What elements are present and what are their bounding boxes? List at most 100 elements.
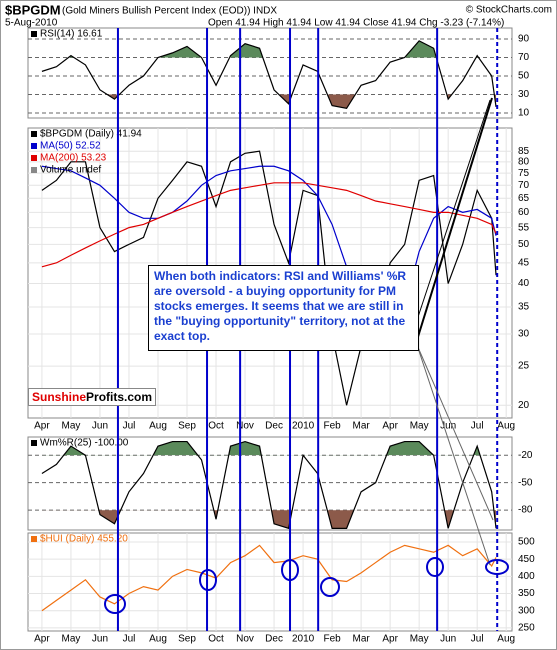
y-tick-label: 50	[518, 239, 530, 250]
y-tick-label: 400	[518, 571, 535, 582]
date: 5-Aug-2010	[5, 18, 58, 29]
y-tick-label: -20	[518, 450, 533, 461]
arrow	[416, 344, 494, 521]
subtitle: (Gold Miners Bullish Percent Index (EOD)…	[62, 6, 277, 17]
legend-label: $HUI (Daily) 455.20	[40, 534, 128, 545]
y-tick-label: 25	[518, 361, 530, 372]
y-tick-label: -50	[518, 477, 533, 488]
x-tick-label: Jun	[92, 634, 108, 645]
arrow	[416, 97, 493, 341]
x-tick-label: Jul	[471, 421, 484, 432]
legend-swatch	[31, 167, 37, 173]
x-tick-label: Apr	[382, 421, 398, 432]
x-tick-label: Jun	[440, 634, 456, 645]
x-tick-label: Nov	[236, 634, 254, 645]
quote: Open 41.94 High 41.94 Low 41.94 Close 41…	[208, 18, 504, 29]
circle	[199, 569, 217, 591]
y-tick-label: 35	[518, 302, 530, 313]
legend-label: MA(50) 52.52	[40, 141, 101, 152]
circle	[426, 557, 444, 577]
arrow	[416, 344, 491, 566]
x-tick-label: Mar	[352, 421, 370, 432]
legend-swatch	[31, 440, 37, 446]
x-tick-label: Jul	[471, 634, 484, 645]
x-tick-label: May	[410, 634, 429, 645]
y-tick-label: 80	[518, 156, 530, 167]
y-tick-label: 350	[518, 588, 535, 599]
y-tick-label: 10	[518, 108, 530, 119]
x-tick-label: May	[61, 421, 80, 432]
x-tick-label: Aug	[497, 634, 515, 645]
x-tick-label: Apr	[34, 634, 50, 645]
x-tick-label: Apr	[382, 634, 398, 645]
x-tick-label: Sep	[178, 634, 196, 645]
y-tick-label: 40	[518, 278, 530, 289]
legend-label: RSI(14) 16.61	[40, 29, 103, 40]
legend-swatch	[31, 31, 37, 37]
y-tick-label: 75	[518, 168, 530, 179]
panel	[27, 532, 513, 632]
x-tick-label: Aug	[149, 634, 167, 645]
circle	[320, 577, 340, 597]
arrow	[416, 99, 491, 321]
series-line	[41, 544, 497, 612]
circle	[485, 559, 509, 575]
logo-part: Profits.com	[86, 390, 153, 404]
circles	[104, 557, 509, 614]
y-tick-label: 85	[518, 146, 530, 157]
y-tick-label: 30	[518, 89, 530, 100]
series-line	[41, 182, 497, 268]
y-tick-label: 45	[518, 258, 530, 269]
x-tick-label: Oct	[208, 421, 224, 432]
x-tick-label: Jun	[92, 421, 108, 432]
logo-part: Sunshine	[32, 390, 87, 404]
x-tick-label: Aug	[149, 421, 167, 432]
x-tick-label: 2010	[292, 421, 315, 432]
x-tick-label: Jun	[440, 421, 456, 432]
x-tick-label: May	[410, 421, 429, 432]
y-tick-label: 50	[518, 71, 530, 82]
x-tick-label: Feb	[323, 421, 341, 432]
legend-label: Volume undef	[40, 165, 101, 176]
y-tick-label: 250	[518, 623, 535, 634]
y-tick-label: 55	[518, 222, 530, 233]
x-tick-label: Dec	[265, 421, 283, 432]
logo: SunshineProfits.com	[28, 388, 157, 406]
series-line	[41, 150, 497, 406]
x-tick-label: Oct	[208, 634, 224, 645]
series-line	[41, 40, 497, 110]
x-tick-label: 2010	[292, 634, 315, 645]
y-tick-label: 300	[518, 605, 535, 616]
annotation: When both indicators: RSI and Williams' …	[148, 265, 419, 351]
y-tick-label: 70	[518, 52, 530, 63]
x-tick-label: Mar	[352, 634, 370, 645]
x-tick-label: Jul	[123, 634, 136, 645]
x-tick-label: May	[61, 634, 80, 645]
legend-swatch	[31, 155, 37, 161]
panel	[27, 27, 513, 119]
legend-label: Wm%R(25) -100.00	[40, 438, 129, 449]
y-tick-label: 20	[518, 400, 530, 411]
circle	[104, 594, 126, 614]
x-tick-label: Aug	[497, 421, 515, 432]
y-tick-label: -80	[518, 505, 533, 516]
legend-swatch	[31, 536, 37, 542]
y-tick-label: 500	[518, 537, 535, 548]
circle	[281, 559, 299, 581]
y-tick-label: 90	[518, 34, 530, 45]
y-tick-label: 30	[518, 329, 530, 340]
source: © StockCharts.com	[466, 5, 552, 16]
x-tick-label: Dec	[265, 634, 283, 645]
x-tick-label: Nov	[236, 421, 254, 432]
series-line	[41, 440, 497, 530]
legend-label: $BPGDM (Daily) 41.94	[40, 129, 142, 140]
x-tick-label: Apr	[34, 421, 50, 432]
legend-swatch	[31, 143, 37, 149]
legend-swatch	[31, 131, 37, 137]
y-tick-label: 70	[518, 180, 530, 191]
y-tick-label: 450	[518, 554, 535, 565]
x-tick-label: Sep	[178, 421, 196, 432]
title: $BPGDM	[5, 2, 61, 17]
series-line	[41, 165, 497, 348]
